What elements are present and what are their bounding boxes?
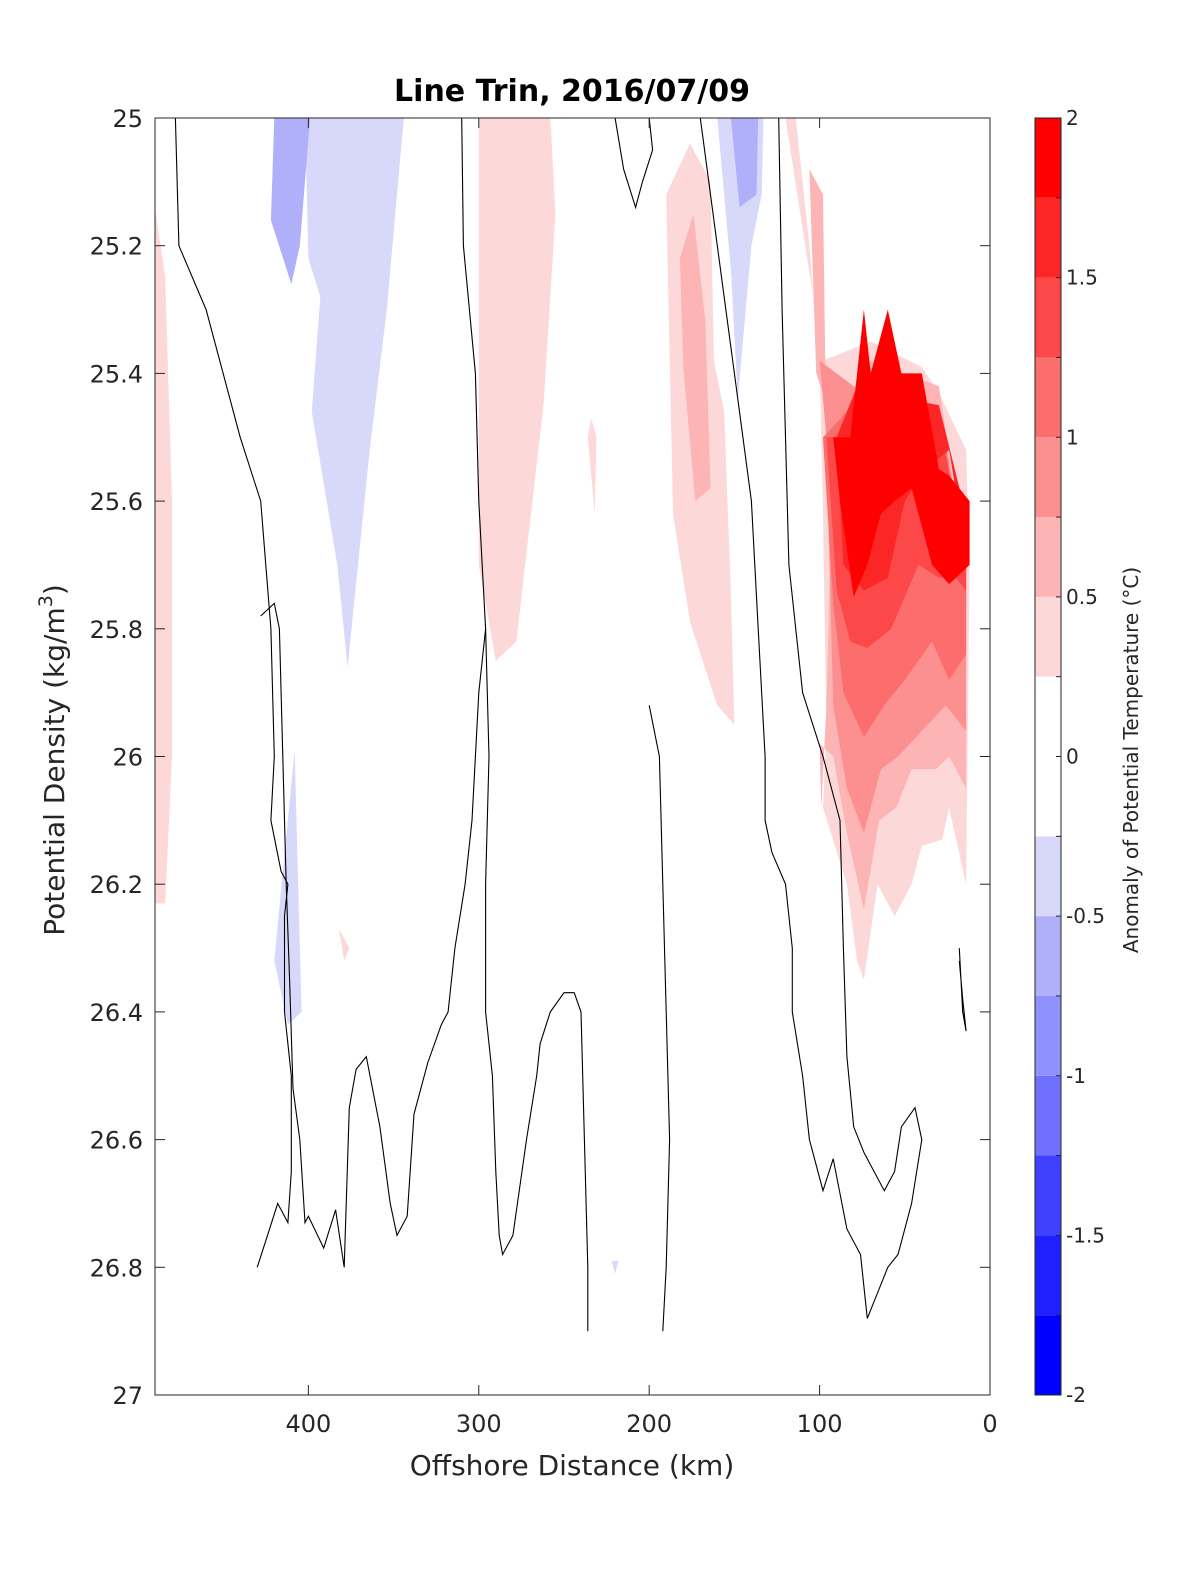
zero-contour-line-7 [614, 118, 654, 210]
y-tick-label: 26.6 [90, 1127, 143, 1155]
y-axis-title: Potential Density (kg/m3) [35, 584, 71, 936]
y-axis-title-main: Potential Density (kg/m [38, 607, 71, 936]
filled-region-2 [270, 118, 311, 284]
y-tick-label: 25.8 [90, 616, 143, 644]
y-tick-label: 26.8 [90, 1254, 143, 1282]
filled-region-0 [155, 207, 172, 904]
colorbar-tick-label: 1 [1066, 425, 1079, 449]
zero-contour-line-2 [260, 602, 487, 1268]
filled-region-1 [262, 118, 404, 668]
colorbar-band [1035, 995, 1061, 1076]
y-tick-label: 25.4 [90, 360, 143, 388]
x-tick-label: 400 [285, 1410, 331, 1438]
filled-region-4 [478, 118, 556, 661]
y-tick-label: 27 [112, 1382, 143, 1410]
x-tick-label: 300 [456, 1410, 502, 1438]
y-tick-label: 26.2 [90, 871, 143, 899]
colorbar-band [1035, 357, 1061, 438]
filled-region-16 [833, 309, 970, 597]
colorbar-band [1035, 916, 1061, 996]
y-axis-title-end: ) [38, 584, 71, 595]
filled-region-18 [611, 1260, 619, 1274]
colorbar: -2 -1.5 -1 -0.5 0 0.5 1 1.5 2 Anomaly of Potenti… [1034, 106, 1143, 1407]
filled-region-17 [339, 928, 350, 961]
x-tick-label: 100 [797, 1410, 843, 1438]
x-axis-title: Offshore Distance (km) [410, 1449, 735, 1482]
filled-region-7 [679, 213, 711, 502]
y-tick-label: 26.4 [90, 999, 143, 1027]
colorbar-tick-label: -0.5 [1066, 904, 1105, 928]
x-tick-label: 200 [626, 1410, 672, 1438]
colorbar-tick-label: -2 [1066, 1383, 1086, 1407]
zero-contour-line-4 [699, 118, 923, 1319]
y-tick-label: 25.2 [90, 233, 143, 261]
zero-contour-line-1 [461, 118, 589, 1332]
zero-contour-line-0 [174, 118, 292, 1268]
x-axis-ticks: 400 300 200 100 0 [285, 118, 998, 1438]
colorbar-tick-label: 0.5 [1066, 585, 1098, 609]
filled-region-9 [731, 118, 759, 208]
colorbar-band [1035, 676, 1061, 757]
colorbar-band [1035, 1315, 1061, 1395]
zero-contour-line-5 [958, 948, 967, 1032]
colorbar-band [1035, 1155, 1061, 1236]
colorbar-tick-label: -1 [1066, 1064, 1086, 1088]
colorbar-band [1035, 277, 1061, 358]
filled-contour-layer [155, 118, 970, 1274]
colorbar-band [1035, 437, 1061, 518]
x-tick-label: 0 [982, 1410, 997, 1438]
colorbar-band [1035, 836, 1061, 917]
colorbar-ticks: -2 -1.5 -1 -0.5 0 0.5 1 1.5 2 [1056, 106, 1105, 1407]
colorbar-band [1035, 1235, 1061, 1316]
colorbar-band [1035, 517, 1061, 597]
colorbar-title: Anomaly of Potential Temperature (°C) [1119, 567, 1143, 953]
y-tick-label: 25 [112, 105, 143, 133]
colorbar-tick-label: 0 [1066, 745, 1079, 769]
colorbar-band [1035, 1075, 1061, 1156]
colorbar-band [1035, 197, 1061, 278]
chart-title: Line Trin, 2016/07/09 [394, 74, 750, 109]
colorbar-tick-label: 2 [1066, 106, 1079, 130]
y-tick-label: 26 [112, 744, 143, 772]
y-axis-ticks: 25 25.2 25.4 25.6 25.8 26 26.2 26.4 26.6 26.8 27 [90, 105, 990, 1410]
plot-area: 400 300 200 100 0 25 25.2 25.4 25.6 25.8 26 26.2 26… [90, 105, 998, 1438]
colorbar-bands [1035, 118, 1061, 1395]
y-tick-label: 25.6 [90, 488, 143, 516]
colorbar-band [1035, 118, 1061, 198]
colorbar-band [1035, 596, 1061, 677]
zero-contour-line-3 [648, 705, 671, 1332]
filled-region-5 [587, 418, 597, 514]
colorbar-tick-label: -1.5 [1066, 1223, 1105, 1247]
zero-contour-layer [174, 118, 967, 1332]
y-axis-title-superscript: 3 [35, 595, 57, 607]
colorbar-tick-label: 1.5 [1066, 266, 1098, 290]
colorbar-band [1035, 756, 1061, 837]
